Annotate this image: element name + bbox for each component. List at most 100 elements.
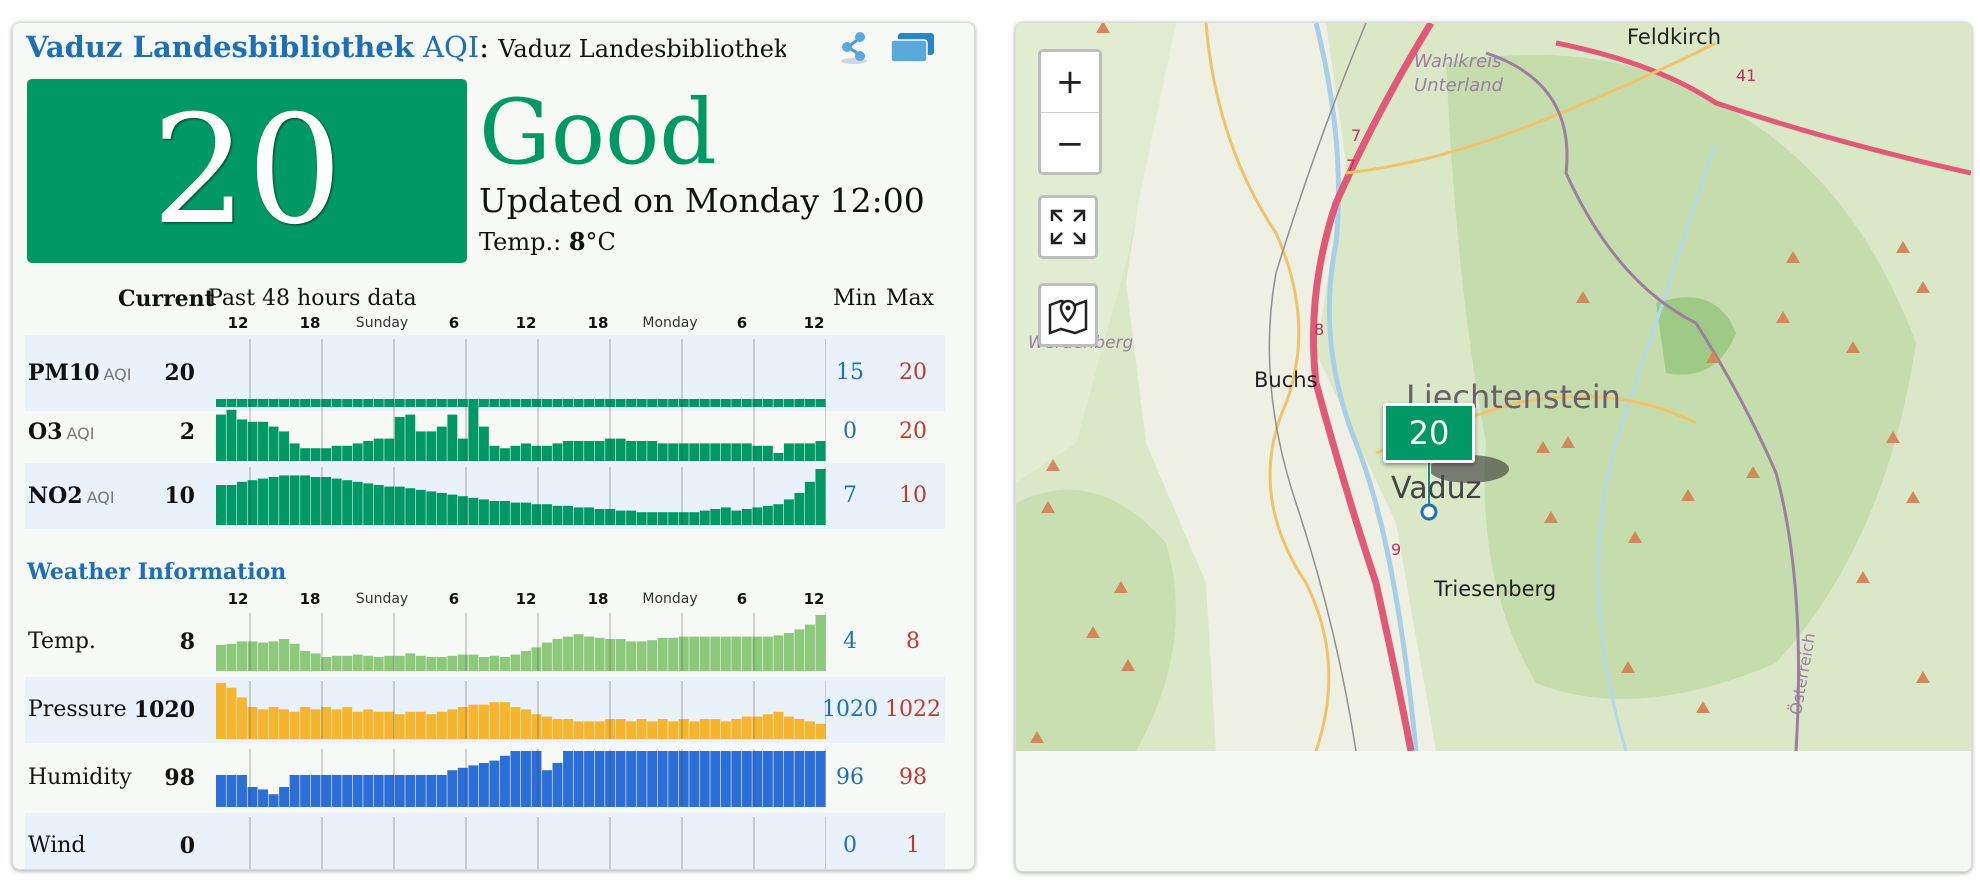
map-pin-icon xyxy=(1048,299,1088,335)
sparkline-bar xyxy=(563,719,573,739)
sparkline-bar xyxy=(752,399,763,407)
table-row-no2[interactable]: NO2 AQI 10 7 10 xyxy=(25,463,945,529)
min-value: 96 xyxy=(836,765,864,790)
sparkline-bar xyxy=(636,641,647,671)
sparkline-bar xyxy=(710,751,721,807)
temp-unit: °C xyxy=(585,228,616,256)
sparkline-bar xyxy=(457,496,468,525)
sparkline-bar xyxy=(615,399,626,407)
sparkline-bar xyxy=(626,399,637,407)
sparkline-bar xyxy=(321,707,332,739)
sparkline-humidity[interactable] xyxy=(216,749,826,807)
sparkline-bar xyxy=(394,486,405,525)
sparkline-bar xyxy=(279,399,290,407)
sparkline-bar xyxy=(584,721,595,739)
sparkline-bar xyxy=(542,642,552,671)
time-tick-label: 12 xyxy=(227,590,249,608)
sparkline-bar xyxy=(615,719,626,739)
zoom-divider xyxy=(1041,112,1099,113)
station-marker[interactable]: 20 xyxy=(1383,403,1475,463)
map-layers-button[interactable] xyxy=(1038,283,1098,347)
sparkline-bar xyxy=(447,770,458,807)
sparkline-bar xyxy=(499,702,510,739)
sparkline-bar xyxy=(552,399,563,407)
route-9-label: 9 xyxy=(1391,540,1401,559)
sparkline-bar xyxy=(415,711,426,739)
current-value: 2 xyxy=(179,419,195,445)
past-48h-header: Past 48 hours data xyxy=(208,286,417,311)
aqi-value: 20 xyxy=(151,84,343,258)
map-label-wahlkreis: Wahlkreis xyxy=(1414,51,1502,72)
zoom-out-button[interactable]: − xyxy=(1055,124,1085,164)
sparkline-bar xyxy=(521,751,531,807)
sparkline-bar xyxy=(352,775,363,807)
sparkline-bar xyxy=(741,716,752,739)
sparkline-bar xyxy=(815,441,826,461)
row-label: Pressure xyxy=(28,677,127,743)
current-value: 0 xyxy=(179,833,195,859)
sparkline-bar xyxy=(573,399,584,407)
time-tick-label: 12 xyxy=(803,314,825,332)
sparkline-bar xyxy=(384,438,395,461)
sparkline-bar xyxy=(741,751,752,807)
table-row-temp[interactable]: Temp. 8 4 8 xyxy=(25,609,945,675)
sparkline-bar xyxy=(689,443,700,461)
sparkline-o3[interactable] xyxy=(216,403,826,461)
station-map[interactable]: 41 7 7 8 9 xyxy=(1016,23,1971,751)
current-value: 98 xyxy=(164,765,195,791)
row-name: PM10 xyxy=(28,360,100,386)
time-axis-pollutants: 12 18 Sunday 6 12 18 Monday 6 12 xyxy=(216,313,826,335)
sparkline-bar xyxy=(342,399,353,407)
sparkline-bar xyxy=(710,636,721,671)
sparkline-bar xyxy=(531,647,542,671)
sparkline-bar xyxy=(279,787,290,807)
sparkline-pm10[interactable] xyxy=(216,339,826,407)
current-value: 8 xyxy=(179,629,195,655)
sparkline-bar xyxy=(499,399,510,407)
sparkline-bar xyxy=(426,399,437,407)
temp-label: Temp.: xyxy=(479,228,562,256)
windows-icon[interactable] xyxy=(888,31,936,65)
table-row-wind[interactable]: Wind 0 0 1 xyxy=(25,813,945,870)
sparkline-bar xyxy=(384,399,395,407)
table-row-humidity[interactable]: Humidity 98 96 98 xyxy=(25,745,945,811)
route-7b-label: 7 xyxy=(1346,156,1356,175)
sparkline-no2[interactable] xyxy=(216,467,826,525)
sparkline-bar xyxy=(331,709,342,739)
sparkline-bar xyxy=(489,445,500,461)
sparkline-bar xyxy=(773,453,784,461)
table-row-pm10[interactable]: PM10 AQI 20 15 20 xyxy=(25,335,945,411)
route-8-label: 8 xyxy=(1314,320,1324,339)
zoom-control: + − xyxy=(1038,49,1102,175)
sparkline-bar xyxy=(783,716,794,739)
time-tick-label: 6 xyxy=(736,590,748,608)
sparkline-wind[interactable] xyxy=(216,817,826,870)
sparkline-bar xyxy=(268,399,279,407)
sparkline-bar xyxy=(447,494,458,525)
sparkline-bar xyxy=(689,751,700,807)
table-row-o3[interactable]: O3 AQI 2 0 20 xyxy=(25,399,945,465)
share-icon[interactable] xyxy=(838,29,870,65)
sparkline-bar xyxy=(436,426,447,461)
sparkline-bar xyxy=(436,711,447,739)
max-value: 20 xyxy=(899,360,927,385)
zoom-in-button[interactable]: + xyxy=(1055,62,1085,102)
sparkline-bar xyxy=(521,651,531,671)
fullscreen-button[interactable] xyxy=(1038,195,1098,259)
sparkline-bar xyxy=(678,636,689,671)
time-tick-label: 18 xyxy=(299,590,321,608)
sparkline-bar xyxy=(258,709,268,739)
sparkline-bar xyxy=(415,431,426,461)
table-row-pressure[interactable]: Pressure 1020 1020 1022 xyxy=(25,677,945,743)
sparkline-bar xyxy=(468,765,479,807)
weather-information-heading[interactable]: Weather Information xyxy=(27,559,287,585)
sparkline-bar xyxy=(563,441,573,461)
sparkline-bar xyxy=(647,399,658,407)
sparkline-bar xyxy=(268,641,279,671)
sparkline-bar xyxy=(457,438,468,461)
station-name-link[interactable]: Vaduz Landesbibliothek xyxy=(26,30,414,64)
sparkline-pressure[interactable] xyxy=(216,681,826,739)
sparkline-bar xyxy=(394,417,405,461)
sparkline-temp[interactable] xyxy=(216,613,826,671)
sparkline-bar xyxy=(531,714,542,739)
